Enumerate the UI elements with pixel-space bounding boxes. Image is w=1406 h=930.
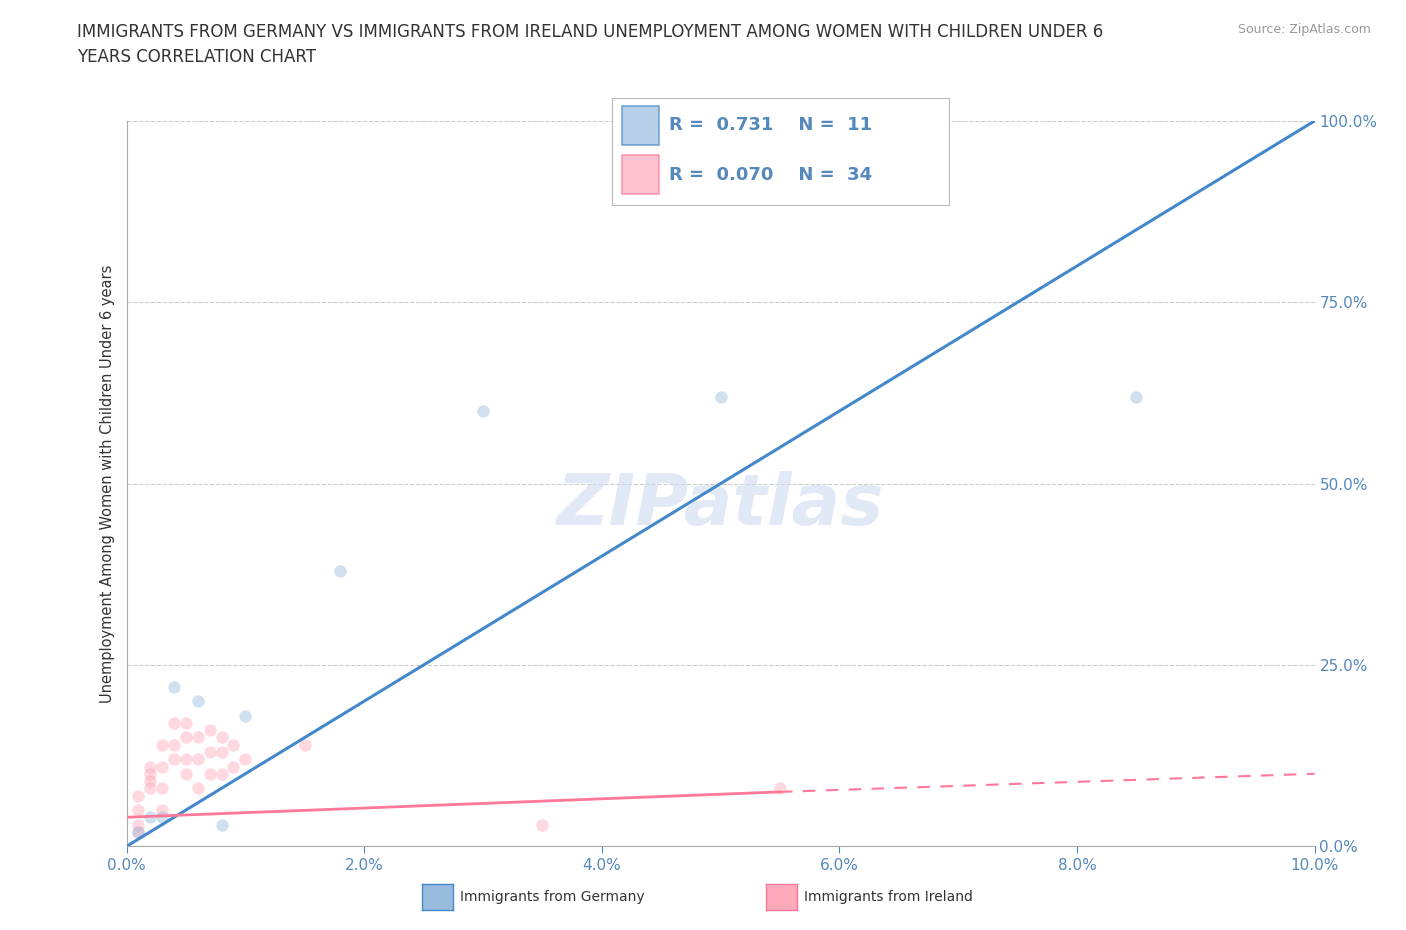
Point — [163, 679, 186, 694]
Point — [127, 788, 149, 803]
Point — [472, 404, 495, 418]
Point — [233, 751, 257, 766]
Point — [139, 759, 162, 774]
Point — [174, 715, 197, 730]
Point — [150, 781, 173, 796]
Point — [187, 781, 209, 796]
Point — [163, 737, 186, 752]
Point — [174, 730, 197, 745]
Text: Source: ZipAtlas.com: Source: ZipAtlas.com — [1237, 23, 1371, 36]
Text: ZIPatlas: ZIPatlas — [557, 471, 884, 539]
Point — [233, 709, 257, 724]
Bar — [621, 106, 659, 145]
Point — [211, 817, 233, 832]
Point — [198, 745, 221, 760]
Point — [174, 766, 197, 781]
Point — [187, 751, 209, 766]
Point — [139, 810, 162, 825]
Point — [139, 766, 162, 781]
Point — [150, 803, 173, 817]
Point — [139, 774, 162, 789]
Point — [127, 824, 149, 839]
Point — [150, 737, 173, 752]
Bar — [621, 155, 659, 194]
Point — [174, 751, 197, 766]
Point — [769, 781, 792, 796]
Point — [211, 766, 233, 781]
Point — [211, 730, 233, 745]
Text: R =  0.731    N =  11: R = 0.731 N = 11 — [669, 116, 872, 135]
Point — [139, 781, 162, 796]
Point — [127, 824, 149, 839]
Point — [710, 389, 733, 404]
Point — [163, 715, 186, 730]
Text: Immigrants from Ireland: Immigrants from Ireland — [804, 889, 973, 904]
Point — [222, 737, 245, 752]
Point — [163, 751, 186, 766]
Text: R =  0.070    N =  34: R = 0.070 N = 34 — [669, 166, 872, 183]
Point — [222, 759, 245, 774]
Text: Immigrants from Germany: Immigrants from Germany — [460, 889, 644, 904]
Point — [150, 759, 173, 774]
Point — [329, 564, 352, 578]
Point — [187, 730, 209, 745]
Point — [211, 745, 233, 760]
Y-axis label: Unemployment Among Women with Children Under 6 years: Unemployment Among Women with Children U… — [100, 264, 115, 703]
Point — [198, 766, 221, 781]
Point — [127, 817, 149, 832]
Point — [1125, 389, 1147, 404]
Point — [187, 694, 209, 709]
Point — [127, 803, 149, 817]
Point — [150, 810, 173, 825]
Point — [294, 737, 316, 752]
Point — [198, 723, 221, 737]
Text: IMMIGRANTS FROM GERMANY VS IMMIGRANTS FROM IRELAND UNEMPLOYMENT AMONG WOMEN WITH: IMMIGRANTS FROM GERMANY VS IMMIGRANTS FR… — [77, 23, 1104, 66]
Point — [531, 817, 554, 832]
